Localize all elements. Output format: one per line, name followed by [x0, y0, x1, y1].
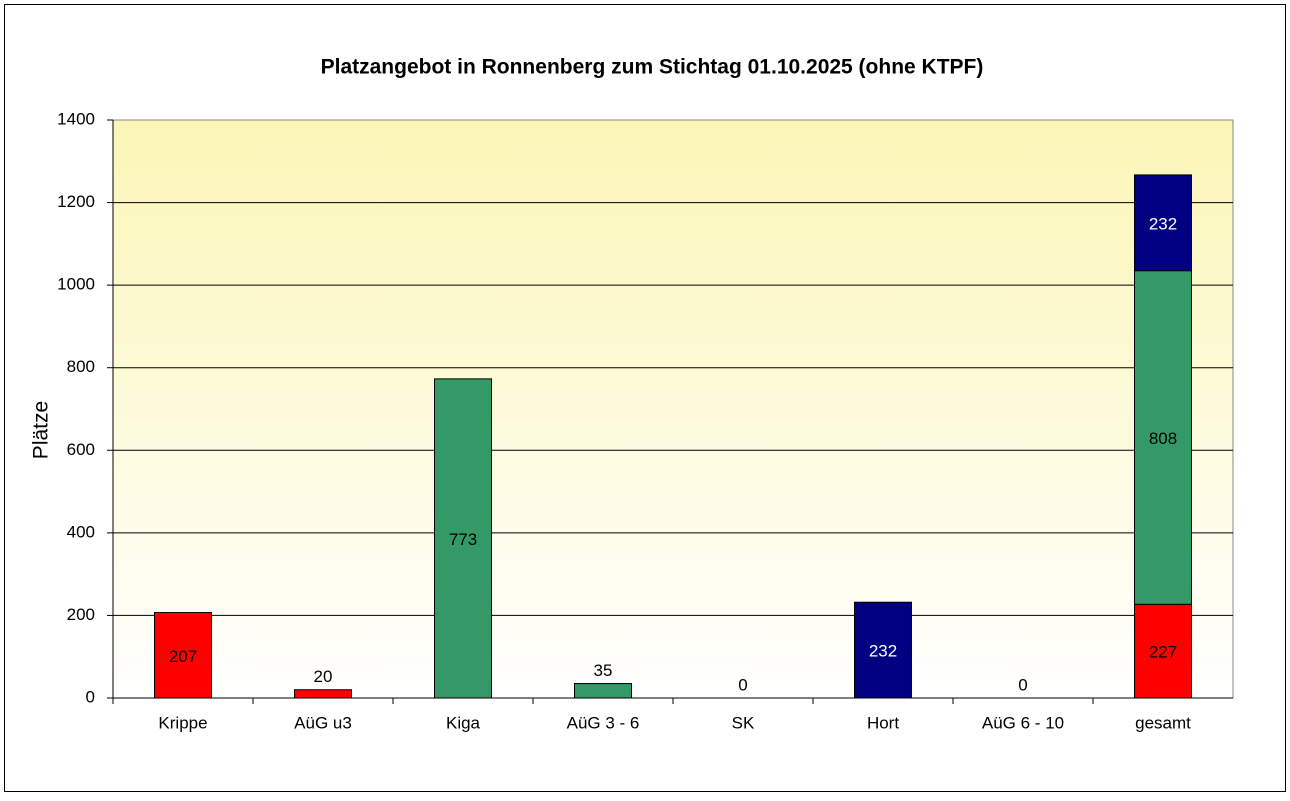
y-tick-label: 200: [67, 605, 95, 624]
bar: [294, 689, 352, 699]
y-tick-label: 600: [67, 440, 95, 459]
y-tick-label: 1000: [57, 275, 95, 294]
bar: [574, 683, 632, 699]
bar: [434, 378, 492, 699]
value-label: 808: [1149, 429, 1177, 448]
bar: [854, 601, 912, 699]
y-tick-label: 1400: [57, 109, 95, 128]
x-tick-label: SK: [732, 713, 755, 732]
y-tick-label: 400: [67, 522, 95, 541]
value-label: 207: [169, 647, 197, 666]
y-tick-label: 800: [67, 357, 95, 376]
y-tick-label: 0: [86, 687, 95, 706]
bar: [1134, 603, 1192, 699]
y-axis-label: Plätze: [30, 401, 53, 459]
value-label: 0: [1018, 675, 1027, 694]
chart-title: Platzangebot in Ronnenberg zum Stichtag …: [321, 56, 984, 79]
x-tick-label: gesamt: [1135, 713, 1191, 732]
y-tick-label: 1200: [57, 192, 95, 211]
value-label: 20: [314, 667, 333, 686]
x-tick-label: AüG u3: [294, 713, 352, 732]
x-tick-label: AüG 6 - 10: [982, 713, 1064, 732]
bar: [154, 612, 212, 699]
value-label: 773: [449, 530, 477, 549]
value-label: 227: [1149, 643, 1177, 662]
bar: [1134, 270, 1192, 605]
value-label: 0: [738, 675, 747, 694]
value-label: 232: [1149, 214, 1177, 233]
bar: [1134, 174, 1192, 272]
x-tick-label: AüG 3 - 6: [567, 713, 640, 732]
x-tick-label: Kiga: [446, 713, 481, 732]
value-label: 35: [594, 661, 613, 680]
x-tick-label: Krippe: [158, 713, 207, 732]
x-tick-label: Hort: [867, 713, 899, 732]
plot-area: [112, 119, 1234, 699]
value-label: 232: [869, 642, 897, 661]
